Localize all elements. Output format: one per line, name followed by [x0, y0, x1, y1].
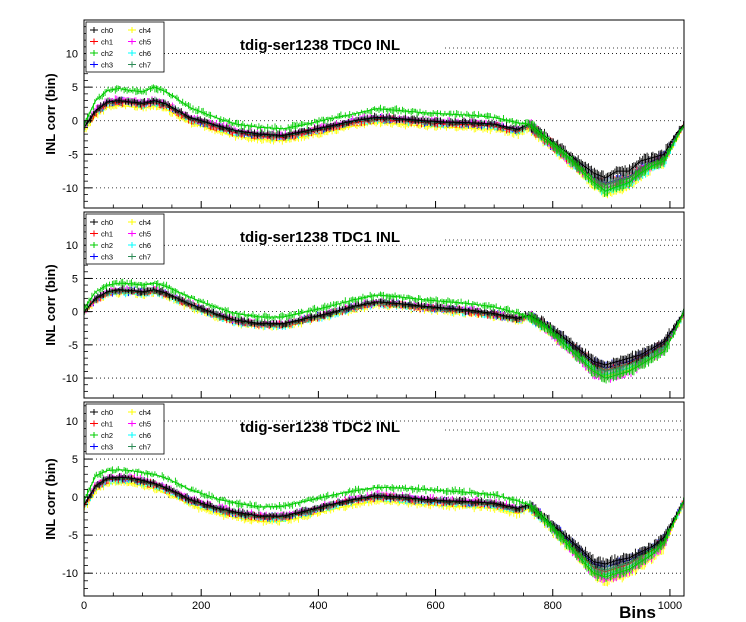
- legend-box: [85, 21, 165, 73]
- legend-label-ch1: ch1: [101, 38, 113, 47]
- x-tick-label: 0: [81, 600, 87, 612]
- legend-label-ch0: ch0: [101, 408, 113, 417]
- y-tick-label: -5: [68, 340, 78, 352]
- chart-panel-tdc1: -10 -5 0 5 10 INL corr (bin) tdig-ser1238 TDC1…: [43, 211, 685, 399]
- legend-label-ch5: ch5: [139, 230, 151, 239]
- y-axis-label: INL corr (bin): [43, 264, 58, 345]
- legend: ch0 ch1 ch2 ch3 ch4 ch5 ch6 ch7: [85, 21, 165, 73]
- y-tick-label: 5: [72, 454, 78, 466]
- legend-label-ch4: ch4: [139, 26, 151, 35]
- y-tick-label: 10: [66, 240, 78, 252]
- legend-label-ch7: ch7: [139, 443, 151, 452]
- legend-label-ch4: ch4: [139, 218, 151, 227]
- y-tick-label: -5: [68, 530, 78, 542]
- y-tick-label: 5: [72, 273, 78, 285]
- x-tick-label: 1000: [658, 600, 682, 612]
- legend: ch0 ch1 ch2 ch3 ch4 ch5 ch6 ch7: [85, 403, 165, 455]
- y-tick-label: 0: [72, 307, 78, 319]
- legend-label-ch3: ch3: [101, 443, 113, 452]
- legend-label-ch5: ch5: [139, 420, 151, 429]
- legend-label-ch3: ch3: [101, 61, 113, 70]
- legend: ch0 ch1 ch2 ch3 ch4 ch5 ch6 ch7: [85, 213, 165, 265]
- legend-label-ch7: ch7: [139, 253, 151, 262]
- x-tick-label: 400: [309, 600, 327, 612]
- series-ch0-line: [83, 289, 685, 366]
- series-ch2: [83, 466, 685, 582]
- x-tick-label: 200: [192, 600, 210, 612]
- series-ch0-line: [83, 100, 685, 179]
- legend-label-ch2: ch2: [101, 49, 113, 58]
- legend-label-ch2: ch2: [101, 431, 113, 440]
- plot-frame: [83, 401, 685, 597]
- legend-label-ch7: ch7: [139, 61, 151, 70]
- series-ch2-line: [83, 282, 685, 379]
- chart-title: tdig-ser1238 TDC0 INL: [240, 37, 400, 54]
- y-tick-label: 5: [72, 82, 78, 94]
- legend-box: [85, 403, 165, 455]
- x-tick-label: 800: [544, 600, 562, 612]
- legend-label-ch6: ch6: [139, 49, 151, 58]
- y-tick-label: 0: [72, 492, 78, 504]
- x-axis-label: Bins: [619, 603, 656, 622]
- y-tick-label: 0: [72, 116, 78, 128]
- series-ch0-line: [83, 476, 685, 565]
- chart-title: tdig-ser1238 TDC1 INL: [240, 229, 400, 246]
- series-ch2: [83, 278, 685, 384]
- y-tick-label: -10: [62, 373, 78, 385]
- legend-label-ch4: ch4: [139, 408, 151, 417]
- legend-label-ch2: ch2: [101, 241, 113, 250]
- y-axis-label: INL corr (bin): [43, 73, 58, 154]
- legend-label-ch1: ch1: [101, 230, 113, 239]
- legend-label-ch5: ch5: [139, 38, 151, 47]
- y-tick-label: 10: [66, 49, 78, 61]
- legend-label-ch0: ch0: [101, 26, 113, 35]
- series-ch2: [83, 84, 685, 197]
- y-axis-label: INL corr (bin): [43, 458, 58, 539]
- y-tick-label: -5: [68, 149, 78, 161]
- x-tick-label: 600: [426, 600, 444, 612]
- y-tick-label: 10: [66, 416, 78, 428]
- y-tick-label: -10: [62, 568, 78, 580]
- legend-label-ch3: ch3: [101, 253, 113, 262]
- legend-label-ch6: ch6: [139, 241, 151, 250]
- legend-box: [85, 213, 165, 265]
- series-ch2-line: [83, 86, 685, 192]
- legend-label-ch0: ch0: [101, 218, 113, 227]
- legend-label-ch6: ch6: [139, 431, 151, 440]
- chart-title: tdig-ser1238 TDC2 INL: [240, 419, 400, 436]
- chart-panel-tdc0: -10 -5 0 5 10 INL corr (bin) tdig-ser1238 TDC0…: [43, 19, 685, 209]
- legend-label-ch1: ch1: [101, 420, 113, 429]
- series-ch2-line: [83, 469, 685, 578]
- y-tick-label: -10: [62, 183, 78, 195]
